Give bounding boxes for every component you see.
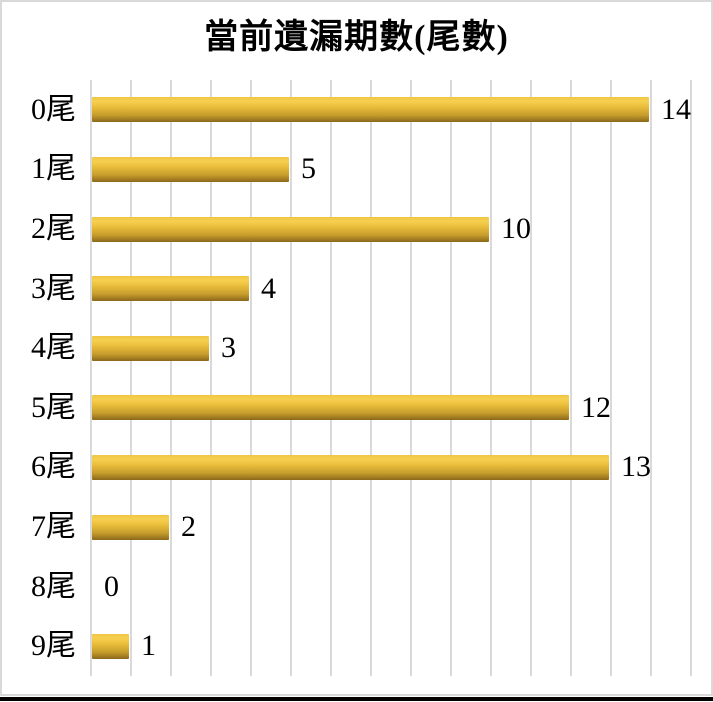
value-label: 4 <box>261 272 276 305</box>
gridline <box>610 80 612 676</box>
category-label: 1尾 <box>31 152 76 185</box>
gridline <box>330 80 332 676</box>
gridline <box>410 80 412 676</box>
bar <box>92 515 169 540</box>
bar <box>92 97 649 122</box>
gridline <box>650 80 652 676</box>
bar <box>92 455 609 480</box>
category-label: 5尾 <box>31 391 76 424</box>
value-label: 0 <box>104 570 119 603</box>
category-label: 0尾 <box>31 93 76 126</box>
bar <box>92 217 489 242</box>
value-label: 14 <box>661 93 691 126</box>
gridline <box>370 80 372 676</box>
value-label: 13 <box>621 450 651 483</box>
bar <box>92 336 209 361</box>
gridline <box>530 80 532 676</box>
bar <box>92 395 569 420</box>
chart-title: 當前遺漏期數(尾數) <box>204 19 509 56</box>
category-label: 3尾 <box>31 272 76 305</box>
gridline <box>570 80 572 676</box>
category-label: 6尾 <box>31 450 76 483</box>
gridline <box>690 80 692 676</box>
value-label: 5 <box>301 152 316 185</box>
bottom-divider <box>0 697 713 701</box>
value-label: 12 <box>581 391 611 424</box>
category-label: 4尾 <box>31 331 76 364</box>
bar <box>92 634 129 659</box>
bar <box>92 276 249 301</box>
gridline <box>450 80 452 676</box>
category-label: 2尾 <box>31 212 76 245</box>
gridline <box>290 80 292 676</box>
category-label: 7尾 <box>31 510 76 543</box>
bar <box>92 157 289 182</box>
gridline <box>490 80 492 676</box>
value-label: 10 <box>501 212 531 245</box>
value-label: 1 <box>141 629 156 662</box>
value-label: 2 <box>181 510 196 543</box>
category-label: 8尾 <box>31 570 76 603</box>
category-label: 9尾 <box>31 629 76 662</box>
value-label: 3 <box>221 331 236 364</box>
